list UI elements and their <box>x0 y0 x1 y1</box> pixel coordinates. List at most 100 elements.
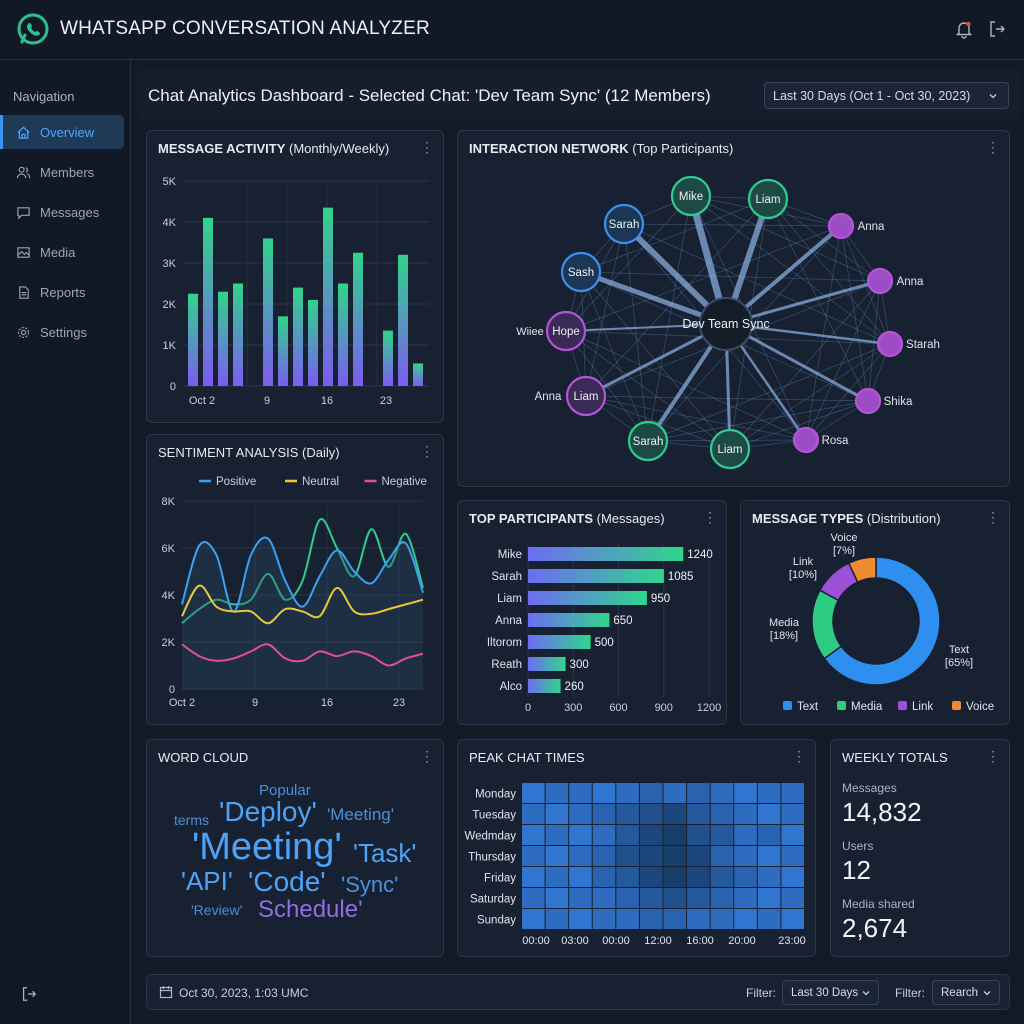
y-tick-label: 2K <box>162 637 176 649</box>
donut-label: Text <box>949 644 969 656</box>
users-value: 12 <box>842 855 871 885</box>
heatmap-cell <box>569 825 592 845</box>
word-cloud-word: 'Sync' <box>341 872 399 897</box>
y-tick-label: 4K <box>163 217 177 229</box>
heatmap-cell <box>522 804 545 824</box>
activity-bar <box>353 252 363 386</box>
activity-bar <box>338 283 348 386</box>
network-edge <box>623 223 891 345</box>
network-node-label: Sash <box>568 267 594 279</box>
network-node-label: Hope <box>552 326 580 338</box>
word-cloud-word: Popular <box>259 782 311 799</box>
network-node-label: Liam <box>756 194 781 206</box>
sidebar-item-overview[interactable]: Overview <box>0 115 124 149</box>
users-label: Users <box>842 839 874 853</box>
heatmap-cell <box>710 909 734 929</box>
x-tick-label: 16 <box>321 395 333 407</box>
heatmap-cell <box>687 888 710 908</box>
heatmap-cell <box>545 888 569 908</box>
heatmap-cell <box>710 888 734 908</box>
heatmap-cell <box>687 846 710 866</box>
more-options-icon[interactable]: ⋮ <box>792 748 806 764</box>
app-title: WHATSAPP CONVERSATION ANALYZER <box>60 18 430 39</box>
heatmap-cell <box>663 909 687 929</box>
message-activity-panel: MESSAGE ACTIVITY (Monthly/Weekly) ⋮ 0 1K 2… <box>146 130 444 423</box>
sidebar-heading: Navigation <box>13 89 75 104</box>
participant-value: 500 <box>595 637 614 649</box>
heatmap-cell <box>569 888 592 908</box>
sidebar-item-settings[interactable]: Settings <box>0 315 124 349</box>
network-edge <box>580 271 881 282</box>
sidebar-item-members[interactable]: Members <box>0 155 124 189</box>
more-options-icon[interactable]: ⋮ <box>703 509 717 525</box>
more-options-icon[interactable]: ⋮ <box>986 748 1000 764</box>
heatmap-cell <box>592 783 616 803</box>
heatmap-cell <box>757 909 781 929</box>
participant-bar <box>528 613 610 627</box>
heatmap-cell <box>592 846 616 866</box>
network-node-label: Shika <box>884 396 913 408</box>
participant-value: 650 <box>613 615 632 627</box>
filter-search-value: Rearch <box>941 986 979 999</box>
sidebar-item-reports[interactable]: Reports <box>0 275 124 309</box>
heatmap-cell <box>545 846 569 866</box>
network-hub-label: Dev Team Sync <box>682 317 769 331</box>
sidebar-item-media[interactable]: Media <box>0 235 124 269</box>
y-tick-label: 8K <box>162 496 176 508</box>
network-graph: Dev Team Sync Mike Liam Anna Anna Starah Shika… <box>516 175 940 470</box>
bell-icon[interactable] <box>954 19 974 39</box>
heatmap-cell <box>757 804 781 824</box>
word-cloud-word: 'Code' <box>248 866 326 897</box>
network-node <box>545 310 587 352</box>
heatmap-cell <box>757 825 781 845</box>
network-node <box>603 203 645 245</box>
network-edge <box>647 195 692 442</box>
x-tick-label: 16 <box>321 697 333 709</box>
more-options-icon[interactable]: ⋮ <box>420 748 434 764</box>
heatmap-cell <box>781 909 804 929</box>
heatmap-cell <box>569 909 592 929</box>
more-options-icon[interactable]: ⋮ <box>420 443 434 459</box>
filter-period-dropdown[interactable]: Last 30 Days <box>782 980 879 1005</box>
heatmap-cell <box>522 888 545 908</box>
sentiment-line-series <box>181 518 424 624</box>
heatmap-cell <box>569 804 592 824</box>
x-tick-label: 23 <box>380 395 392 407</box>
participant-bar <box>528 569 664 583</box>
more-options-icon[interactable]: ⋮ <box>986 509 1000 525</box>
heatmap-cell <box>639 804 663 824</box>
panel-title: SENTIMENT ANALYSIS (Daily) <box>158 445 340 460</box>
more-options-icon[interactable]: ⋮ <box>986 139 1000 155</box>
date-range-dropdown[interactable]: Last 30 Days (Oct 1 - Oct 30, 2023) <box>764 82 1009 109</box>
legend-swatch <box>837 701 846 710</box>
word-cloud-word: 'Task' <box>353 838 417 868</box>
participant-value: 1085 <box>668 571 694 583</box>
heatmap-cell <box>781 846 804 866</box>
panel-title: TOP PARTICIPANTS (Messages) <box>469 511 665 526</box>
network-edge <box>840 225 869 402</box>
top-participants-chart: 0 300 600 900 1200 Mike 1240 Sarah 1085 Liam 950 An… <box>487 543 721 714</box>
network-edge <box>805 280 881 441</box>
network-node-label: Liam <box>718 444 743 456</box>
participant-label: Alco <box>500 681 522 693</box>
participant-label: Sarah <box>491 571 522 583</box>
filter-search-dropdown[interactable]: Rearch <box>932 980 1000 1005</box>
participant-label: Liam <box>497 593 522 605</box>
heatmap-hour-label: 03:00 <box>561 935 589 947</box>
users-icon <box>16 166 31 178</box>
legend-label: Link <box>912 701 933 713</box>
sidebar-item-messages[interactable]: Messages <box>0 195 124 229</box>
network-node-label: Sarah <box>609 219 640 231</box>
gear-icon <box>17 326 30 338</box>
heatmap-day-label: Friday <box>484 873 516 885</box>
logout-icon[interactable] <box>987 19 1007 39</box>
sidebar-item-label: Media <box>40 244 76 260</box>
more-options-icon[interactable]: ⋮ <box>420 139 434 155</box>
network-node <box>627 420 669 462</box>
sidebar-logout-icon[interactable] <box>20 985 38 1003</box>
panel-title: MESSAGE ACTIVITY (Monthly/Weekly) <box>158 141 390 156</box>
legend-swatch <box>952 701 961 710</box>
heatmap-cell <box>757 867 781 887</box>
heatmap-cell <box>687 804 710 824</box>
heatmap-cell <box>569 846 592 866</box>
